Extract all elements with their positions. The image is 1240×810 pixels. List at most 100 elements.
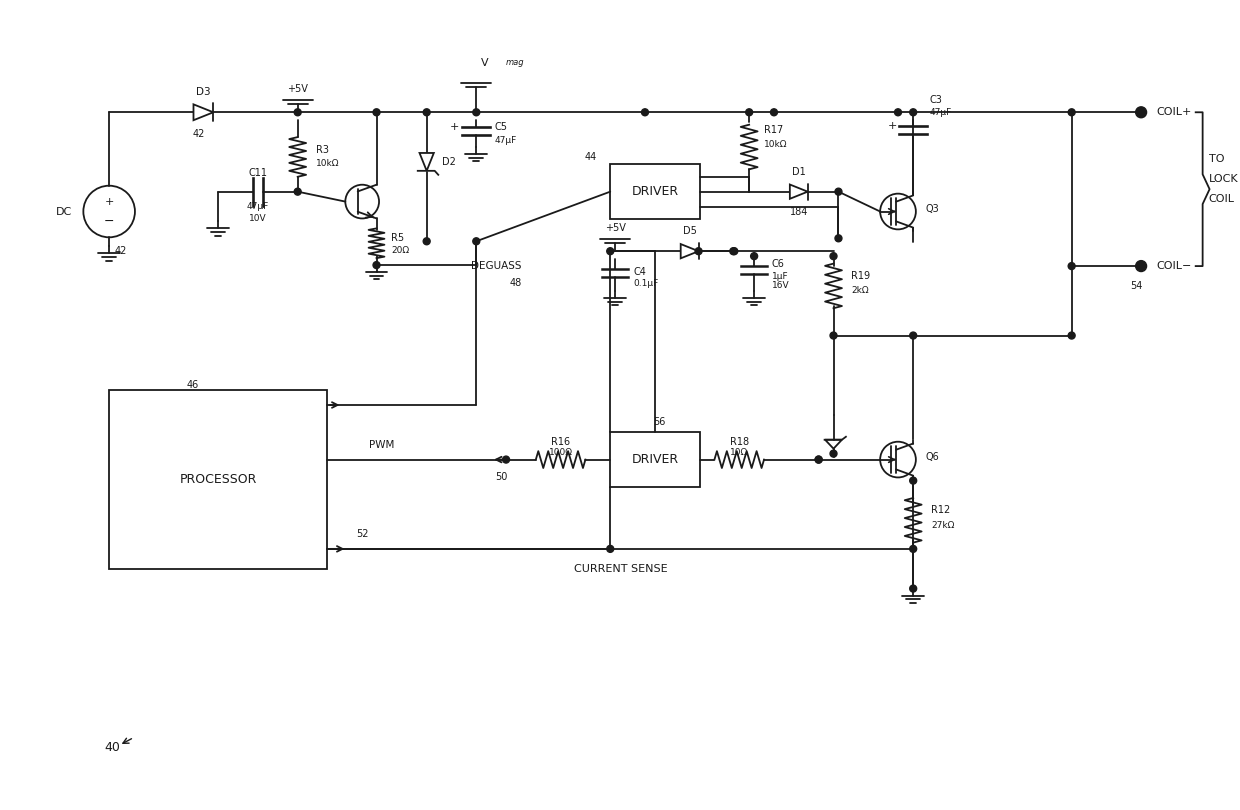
Circle shape xyxy=(373,262,379,269)
Text: V: V xyxy=(481,58,489,68)
Text: 42: 42 xyxy=(192,129,205,139)
Text: 10Ω: 10Ω xyxy=(730,448,749,457)
Text: 20Ω: 20Ω xyxy=(392,245,409,254)
Circle shape xyxy=(815,456,822,463)
Circle shape xyxy=(373,109,379,116)
Text: LOCK: LOCK xyxy=(1209,174,1239,184)
Circle shape xyxy=(830,253,837,260)
Circle shape xyxy=(606,545,614,552)
Text: 184: 184 xyxy=(790,207,808,216)
Text: PWM: PWM xyxy=(370,440,394,450)
Text: 47μF: 47μF xyxy=(929,108,951,117)
Text: DRIVER: DRIVER xyxy=(631,453,678,466)
Circle shape xyxy=(472,238,480,245)
Circle shape xyxy=(730,248,737,254)
Text: 1μF: 1μF xyxy=(773,271,789,280)
Text: R17: R17 xyxy=(764,125,784,135)
Text: 52: 52 xyxy=(356,529,368,539)
Text: R5: R5 xyxy=(392,233,404,243)
Circle shape xyxy=(835,188,842,195)
Circle shape xyxy=(910,109,916,116)
Circle shape xyxy=(830,450,837,457)
Text: R16: R16 xyxy=(551,437,570,446)
Text: 16V: 16V xyxy=(773,281,790,291)
Circle shape xyxy=(910,545,916,552)
Circle shape xyxy=(641,109,649,116)
Text: 10kΩ: 10kΩ xyxy=(315,160,339,168)
Bar xyxy=(109,390,327,569)
Text: +5V: +5V xyxy=(605,224,626,233)
Text: 27kΩ: 27kΩ xyxy=(931,521,955,530)
Text: +: + xyxy=(450,122,459,132)
Circle shape xyxy=(1136,261,1147,271)
Text: D1: D1 xyxy=(792,167,806,177)
Text: C11: C11 xyxy=(248,168,268,178)
Text: DRIVER: DRIVER xyxy=(631,185,678,198)
Circle shape xyxy=(696,248,702,254)
Text: +: + xyxy=(104,197,114,207)
Circle shape xyxy=(423,109,430,116)
Text: DC: DC xyxy=(56,207,73,216)
Circle shape xyxy=(815,456,822,463)
Text: 46: 46 xyxy=(186,380,198,390)
Text: C4: C4 xyxy=(634,267,646,277)
Text: Q6: Q6 xyxy=(926,452,940,462)
Circle shape xyxy=(830,332,837,339)
Text: R3: R3 xyxy=(315,145,329,155)
Text: Q3: Q3 xyxy=(926,203,940,214)
Text: +5V: +5V xyxy=(288,84,308,95)
Circle shape xyxy=(894,109,901,116)
Text: 0.1μF: 0.1μF xyxy=(634,279,658,288)
Circle shape xyxy=(502,456,510,463)
Text: R19: R19 xyxy=(852,271,870,281)
Circle shape xyxy=(730,248,738,254)
Text: 2kΩ: 2kΩ xyxy=(852,287,869,296)
Text: 50: 50 xyxy=(495,472,507,483)
Text: 48: 48 xyxy=(510,278,522,288)
Circle shape xyxy=(1068,332,1075,339)
Text: +: + xyxy=(888,122,897,131)
Text: 10V: 10V xyxy=(249,214,267,223)
Text: 10kΩ: 10kΩ xyxy=(764,139,787,148)
Bar xyxy=(610,433,699,487)
Circle shape xyxy=(294,188,301,195)
Text: PROCESSOR: PROCESSOR xyxy=(180,473,257,486)
Text: C6: C6 xyxy=(773,259,785,269)
Circle shape xyxy=(606,248,614,254)
Text: D2: D2 xyxy=(441,157,455,167)
Text: C5: C5 xyxy=(495,122,507,132)
Circle shape xyxy=(1068,109,1075,116)
Text: 56: 56 xyxy=(653,417,666,427)
Text: 100Ω: 100Ω xyxy=(548,448,573,457)
Circle shape xyxy=(745,109,753,116)
Text: COIL: COIL xyxy=(1209,194,1235,204)
Text: CURRENT SENSE: CURRENT SENSE xyxy=(574,564,667,573)
Bar xyxy=(610,164,699,219)
Text: −: − xyxy=(104,215,114,228)
Text: 40: 40 xyxy=(104,741,120,754)
Circle shape xyxy=(423,238,430,245)
Text: COIL−: COIL− xyxy=(1156,261,1192,271)
Text: mag: mag xyxy=(506,58,525,67)
Text: 47μF: 47μF xyxy=(495,135,516,144)
Circle shape xyxy=(472,109,480,116)
Circle shape xyxy=(1068,262,1075,270)
Text: 44: 44 xyxy=(584,152,596,162)
Text: DEGUASS: DEGUASS xyxy=(471,261,521,271)
Text: 47μF: 47μF xyxy=(247,202,269,211)
Circle shape xyxy=(835,235,842,241)
Circle shape xyxy=(750,253,758,260)
Text: D3: D3 xyxy=(196,87,211,97)
Text: R12: R12 xyxy=(931,505,950,515)
Circle shape xyxy=(910,585,916,592)
Circle shape xyxy=(1136,107,1147,117)
Text: D5: D5 xyxy=(683,226,697,237)
Text: TO: TO xyxy=(1209,155,1224,164)
Circle shape xyxy=(294,109,301,116)
Circle shape xyxy=(910,332,916,339)
Circle shape xyxy=(770,109,777,116)
Text: 42: 42 xyxy=(114,246,126,256)
Text: C3: C3 xyxy=(929,96,942,105)
Text: 54: 54 xyxy=(1130,281,1142,291)
Text: COIL+: COIL+ xyxy=(1156,107,1192,117)
